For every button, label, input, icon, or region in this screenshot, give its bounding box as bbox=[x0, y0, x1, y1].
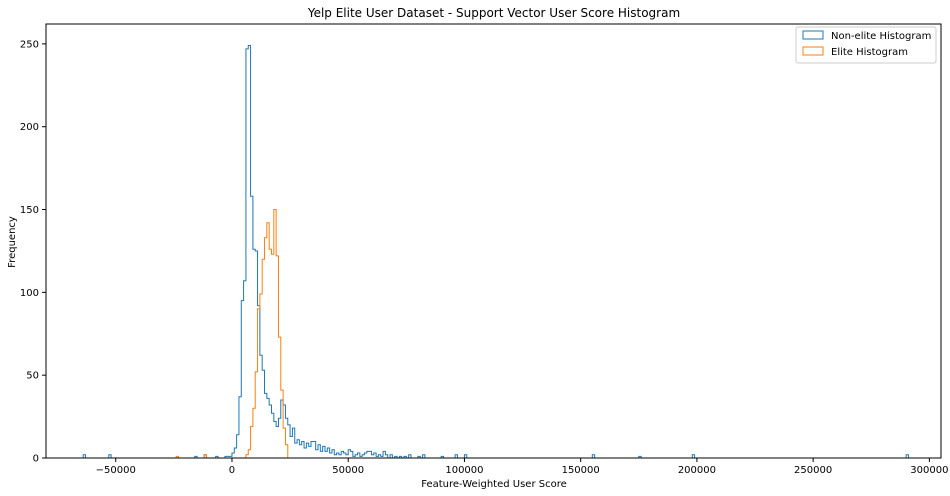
y-tick-label: 150 bbox=[20, 205, 39, 216]
histogram-series-non-elite bbox=[82, 45, 909, 458]
x-axis-title: Feature-Weighted User Score bbox=[421, 479, 567, 490]
y-tick-label: 0 bbox=[33, 454, 39, 465]
axes: −50000 0 50000 100000 150000 200000 250000 3000… bbox=[20, 23, 948, 476]
x-tick-label: 0 bbox=[229, 465, 235, 476]
legend-box bbox=[795, 26, 937, 64]
y-axis-title: Frequency bbox=[7, 216, 18, 268]
y-tick-label: 100 bbox=[20, 288, 39, 299]
legend: Non-elite Histogram Elite Histogram bbox=[795, 26, 937, 64]
y-tick-label: 50 bbox=[26, 371, 39, 382]
x-tick-label: 250000 bbox=[794, 465, 832, 476]
plot-area bbox=[82, 45, 909, 458]
x-tick-label: −50000 bbox=[96, 465, 136, 476]
y-tick-label: 250 bbox=[20, 39, 39, 50]
x-tick-label: 300000 bbox=[910, 465, 948, 476]
chart-title: Yelp Elite User Dataset - Support Vector… bbox=[307, 6, 680, 20]
axes-frame bbox=[45, 23, 942, 459]
x-tick-label: 200000 bbox=[678, 465, 716, 476]
x-tick-label: 100000 bbox=[445, 465, 483, 476]
histogram-series-elite bbox=[175, 209, 289, 458]
legend-label-non-elite: Non-elite Histogram bbox=[831, 31, 931, 42]
legend-swatch-non-elite bbox=[802, 30, 824, 40]
legend-swatch-elite bbox=[802, 46, 824, 56]
x-tick-label: 150000 bbox=[562, 465, 600, 476]
x-tick-label: 50000 bbox=[332, 465, 364, 476]
y-tick-label: 200 bbox=[20, 122, 39, 133]
legend-label-elite: Elite Histogram bbox=[831, 47, 908, 58]
